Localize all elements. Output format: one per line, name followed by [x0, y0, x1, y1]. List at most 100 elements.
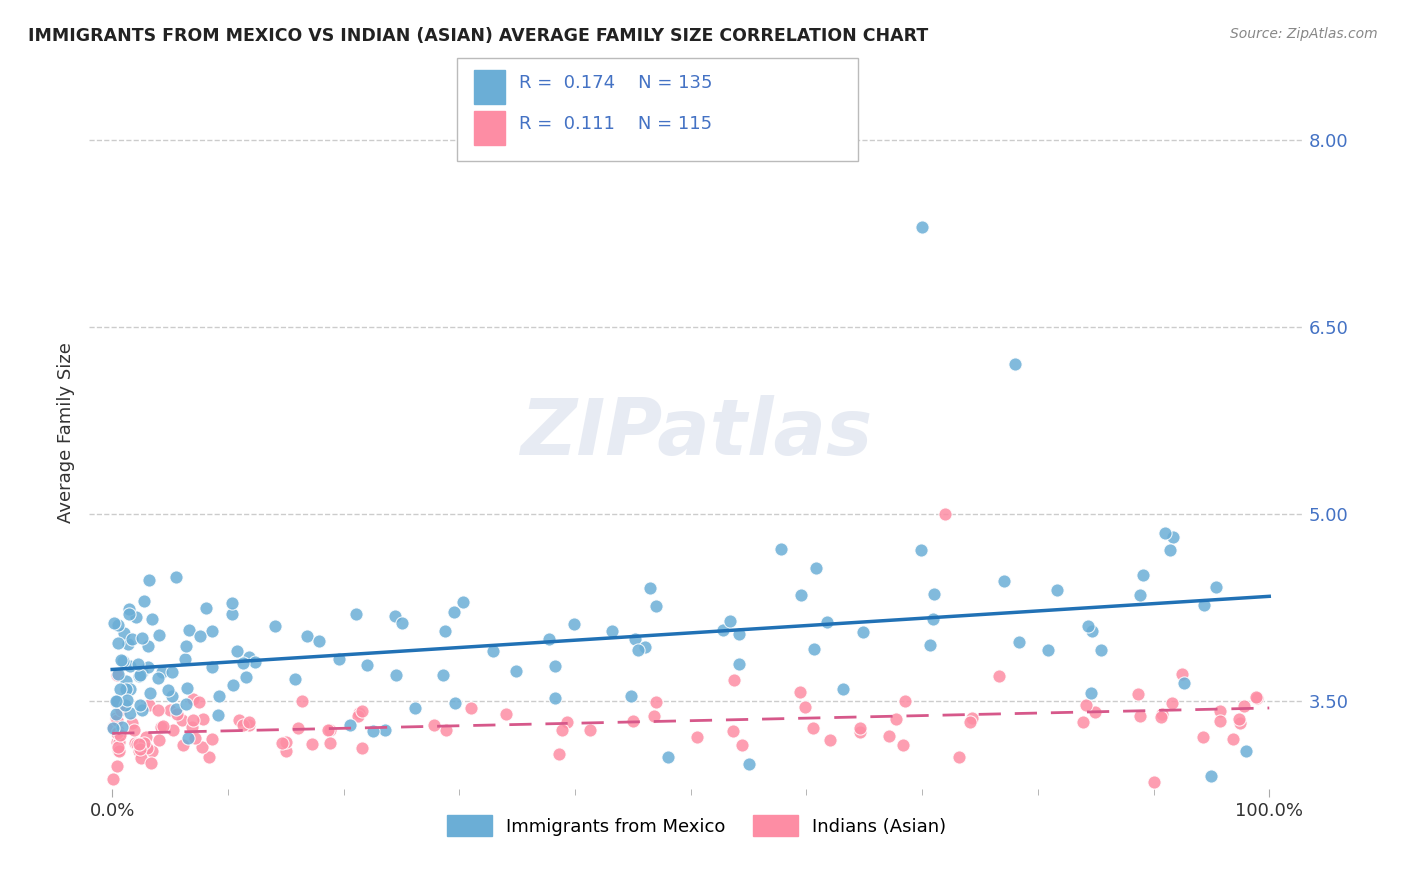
Point: [922, 586, 945, 600]
Text: Source: ZipAtlas.com: Source: ZipAtlas.com: [1230, 27, 1378, 41]
Point: [728, 657, 751, 671]
Point: [352, 741, 374, 756]
Point: [1192, 730, 1215, 744]
Point: [138, 573, 160, 587]
Point: [150, 665, 173, 679]
Point: [103, 616, 125, 631]
Point: [1008, 635, 1031, 649]
Point: [172, 738, 194, 752]
Point: [191, 712, 214, 726]
Point: [495, 707, 517, 722]
Point: [136, 660, 159, 674]
Point: [638, 582, 661, 596]
Point: [621, 714, 644, 729]
Point: [124, 723, 146, 738]
Point: [806, 561, 828, 575]
Point: [117, 637, 139, 651]
Point: [128, 741, 150, 756]
Point: [201, 624, 224, 638]
Point: [136, 639, 159, 653]
Point: [150, 720, 173, 734]
Point: [162, 690, 184, 704]
Point: [723, 673, 745, 688]
Point: [948, 750, 970, 764]
Point: [108, 735, 131, 749]
Point: [107, 618, 129, 632]
Point: [803, 642, 825, 657]
Point: [482, 644, 505, 658]
Point: [620, 689, 643, 703]
Point: [627, 643, 650, 657]
Point: [404, 700, 426, 714]
Point: [108, 728, 131, 742]
Point: [198, 750, 221, 764]
Point: [579, 723, 602, 737]
Point: [319, 723, 342, 737]
Point: [817, 615, 839, 629]
Point: [118, 602, 141, 616]
Point: [1159, 542, 1181, 557]
Point: [105, 694, 128, 708]
Point: [1071, 714, 1094, 729]
Point: [125, 610, 148, 624]
Point: [112, 626, 135, 640]
Point: [432, 668, 454, 682]
Point: [347, 709, 370, 723]
Point: [105, 667, 128, 681]
Point: [274, 735, 297, 749]
Point: [713, 623, 735, 637]
Point: [188, 629, 211, 643]
Point: [111, 654, 134, 668]
Point: [160, 665, 183, 679]
Point: [141, 744, 163, 758]
Point: [107, 636, 129, 650]
Point: [232, 718, 254, 732]
Point: [657, 750, 679, 764]
Point: [1004, 357, 1026, 371]
Point: [101, 721, 124, 735]
Text: R =  0.174    N = 135: R = 0.174 N = 135: [519, 74, 713, 92]
Point: [538, 632, 561, 646]
Point: [124, 736, 146, 750]
Point: [884, 712, 907, 726]
Point: [115, 673, 138, 688]
Point: [148, 702, 170, 716]
Point: [141, 756, 163, 770]
Point: [422, 717, 444, 731]
Point: [174, 697, 197, 711]
Point: [600, 624, 623, 639]
Point: [276, 744, 298, 758]
Point: [131, 665, 153, 680]
Point: [132, 593, 155, 607]
Point: [177, 731, 200, 745]
Point: [1161, 530, 1184, 544]
Point: [1084, 706, 1107, 720]
Point: [645, 599, 668, 613]
Point: [222, 678, 245, 692]
Text: IMMIGRANTS FROM MEXICO VS INDIAN (ASIAN) AVERAGE FAMILY SIZE CORRELATION CHART: IMMIGRANTS FROM MEXICO VS INDIAN (ASIAN)…: [28, 27, 928, 45]
Point: [128, 737, 150, 751]
Point: [127, 657, 149, 672]
Point: [177, 623, 200, 637]
Point: [1246, 690, 1268, 705]
Point: [1080, 624, 1102, 638]
Text: R =  0.111    N = 115: R = 0.111 N = 115: [519, 115, 711, 133]
Point: [105, 707, 128, 722]
Point: [1209, 704, 1232, 718]
Point: [129, 750, 152, 764]
Point: [1201, 769, 1223, 783]
Point: [114, 698, 136, 712]
Point: [460, 701, 482, 715]
Point: [361, 723, 384, 738]
Point: [135, 730, 157, 744]
Point: [789, 588, 811, 602]
Point: [165, 570, 187, 584]
Point: [434, 723, 457, 737]
Point: [108, 682, 131, 697]
Point: [194, 601, 217, 615]
Point: [221, 596, 243, 610]
Point: [104, 694, 127, 708]
Point: [1129, 588, 1152, 602]
Point: [319, 736, 342, 750]
Point: [291, 693, 314, 707]
